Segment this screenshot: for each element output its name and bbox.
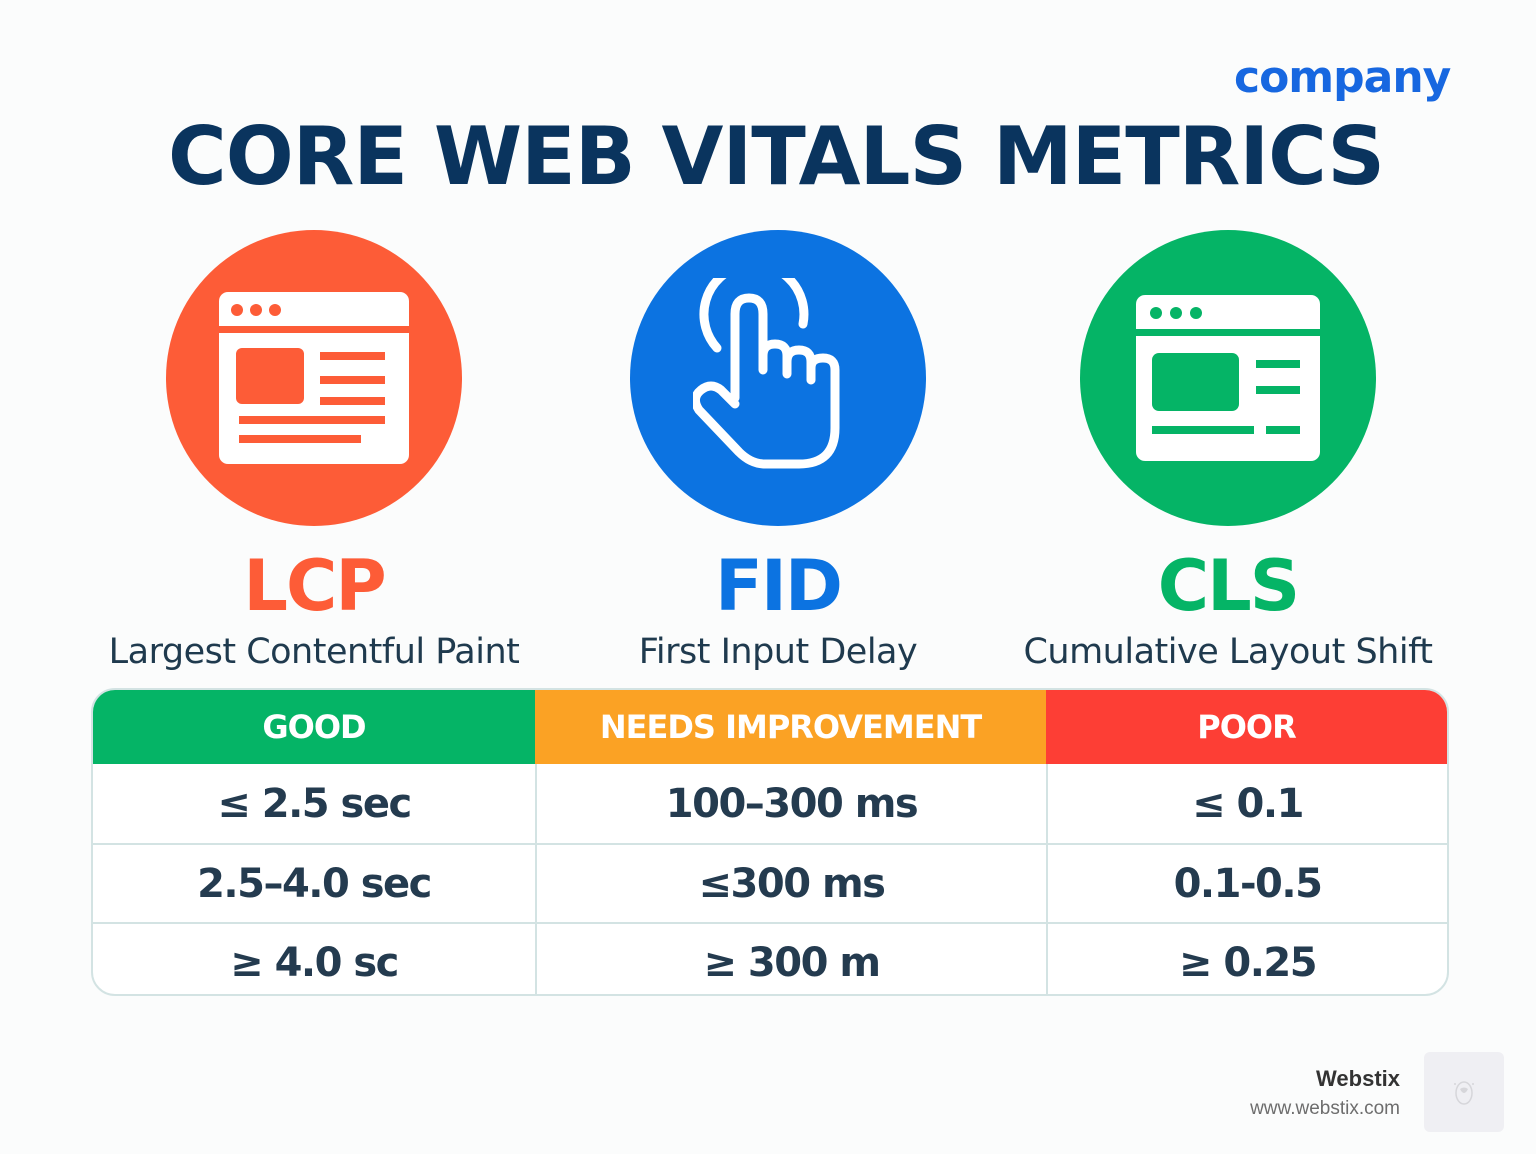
metric-fid: FID First Input Delay — [548, 230, 1008, 674]
fid-icon-circle — [630, 230, 926, 526]
table-row: ≥ 4.0 sc ≥ 300 m ≥ 0.25 — [93, 922, 1447, 994]
pointing-hand-tap-icon — [693, 278, 840, 469]
browser-window-icon — [219, 292, 409, 464]
bear-logo-icon — [1454, 1081, 1474, 1105]
metric-abbr: CLS — [1157, 545, 1300, 627]
metric-full-name: Cumulative Layout Shift — [1023, 632, 1433, 672]
metric-abbr: LCP — [243, 545, 386, 627]
header-needs-improvement: NEEDS IMPROVEMENT — [535, 690, 1046, 764]
table-cell: ≤ 2.5 sec — [217, 780, 412, 827]
browser-layout-icon — [1136, 295, 1320, 461]
header-good: GOOD — [93, 690, 535, 764]
header-poor: POOR — [1046, 690, 1447, 764]
table-body: ≤ 2.5 sec 100–300 ms ≤ 0.1 2.5–4.0 sec ≤… — [93, 764, 1447, 994]
brand-logo-text: company — [1234, 52, 1451, 103]
metric-full-name: Largest Contentful Paint — [108, 632, 520, 672]
table-row: ≤ 2.5 sec 100–300 ms ≤ 0.1 — [93, 764, 1447, 843]
metric-lcp: LCP Largest Contentful Paint — [84, 230, 544, 674]
metric-abbr: FID — [715, 545, 843, 627]
table-cell: 0.1-0.5 — [1046, 845, 1447, 922]
table-cell: ≤300 ms — [535, 845, 1046, 922]
lcp-icon-circle — [166, 230, 462, 526]
table-cell: ≤ 0.1 — [1046, 764, 1447, 843]
cls-icon-circle — [1080, 230, 1376, 526]
table-cell: 2.5–4.0 sec — [197, 860, 432, 907]
footer-company-name: Webstix — [1316, 1066, 1400, 1091]
table-row: 2.5–4.0 sec ≤300 ms 0.1-0.5 — [93, 843, 1447, 922]
table-cell: ≥ 4.0 sc — [230, 939, 399, 986]
metric-full-name: First Input Delay — [638, 632, 918, 672]
table-cell: ≥ 300 m — [535, 924, 1046, 994]
table-header: GOOD NEEDS IMPROVEMENT POOR — [93, 690, 1447, 764]
footer-url[interactable]: www.webstix.com — [1250, 1098, 1400, 1119]
table-cell: 100–300 ms — [535, 764, 1046, 843]
page-title: CORE WEB VITALS METRICS — [168, 110, 1385, 203]
table-cell: ≥ 0.25 — [1046, 924, 1447, 994]
footer-logo — [1424, 1052, 1504, 1132]
thresholds-table: GOOD NEEDS IMPROVEMENT POOR ≤ 2.5 sec 10… — [91, 688, 1449, 996]
metric-cls: CLS Cumulative Layout Shift — [998, 230, 1458, 674]
